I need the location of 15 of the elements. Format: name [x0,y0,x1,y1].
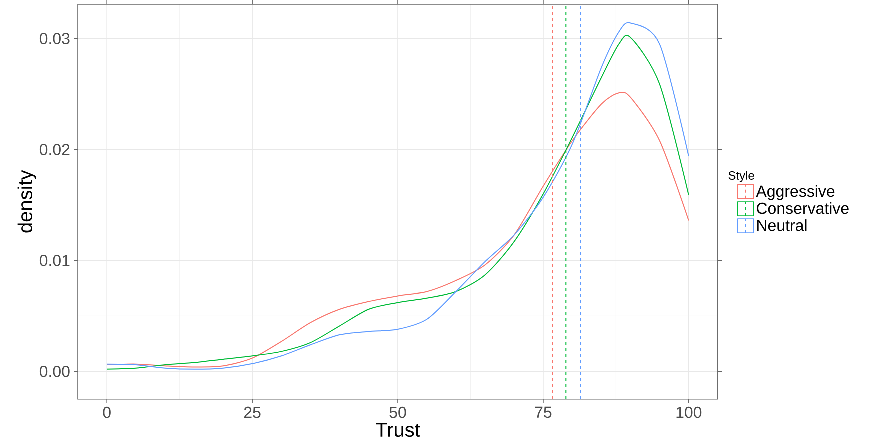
legend-label: Neutral [758,219,807,232]
y-tick-label: 0.03 [40,32,70,44]
y-axis-title: density [18,170,36,233]
x-tick-label: 0 [103,406,111,418]
legend-label: Conservative [757,202,849,214]
x-tick-label: 50 [390,406,406,418]
y-tick-label: 0.00 [40,366,70,378]
y-tick-label: 0.02 [40,144,70,156]
x-tick-label: 25 [244,406,261,418]
x-tick-label: 100 [676,406,702,418]
legend-title: Style [728,170,754,182]
x-axis-title: Trust [376,422,420,437]
legend-label: Aggressive [756,185,835,200]
y-tick-label: 0.01 [40,254,70,266]
x-tick-label: 75 [535,406,552,418]
